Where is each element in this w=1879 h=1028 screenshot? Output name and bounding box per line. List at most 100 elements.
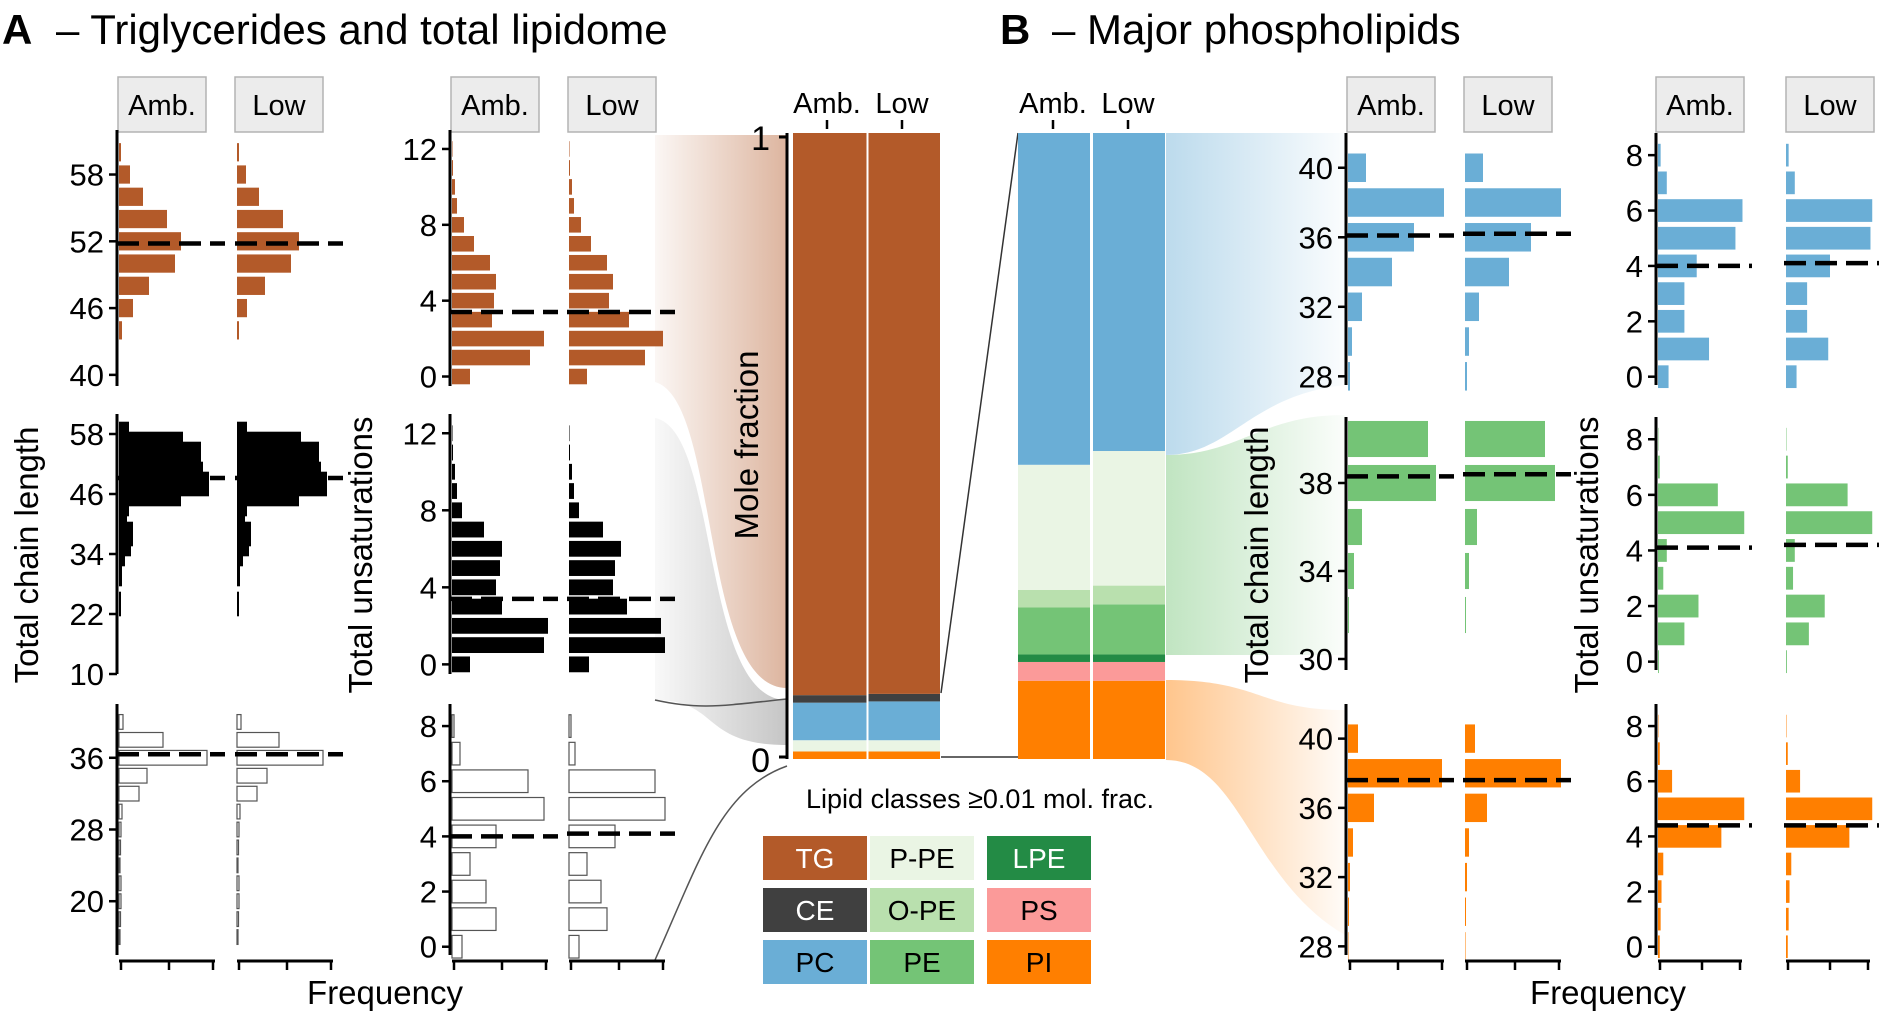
y-tick-label-tg-unsat-4: 4	[420, 284, 437, 319]
bar-ce-unsat-low-8	[568, 714, 572, 738]
y-tick-label-total-length-10: 10	[70, 657, 104, 692]
bar-pe-unsat-amb-2	[1658, 594, 1699, 618]
stack-a-label-amb: Amb.	[793, 88, 861, 120]
bar-pc-length-amb-28	[1348, 362, 1350, 391]
panel-b-title: – Major phospholipids	[1052, 6, 1461, 53]
bar-pc-length-low-40	[1465, 153, 1483, 183]
bar-tg-unsat-low-8	[569, 217, 581, 233]
bar-ce-unsat-low-0	[568, 934, 580, 959]
bar-tg-unsat-low-6	[569, 254, 607, 271]
bar-total-unsat-low-12	[569, 425, 570, 442]
stack-segment-pe-low	[1093, 604, 1165, 655]
bar-total-length-low-30	[237, 561, 240, 587]
bar-pc-unsat-amb-1	[1658, 337, 1710, 361]
bar-ce-unsat-amb-8	[451, 714, 455, 738]
bar-ce-unsat-amb-6	[451, 769, 529, 794]
y-tick-label-pi-unsat-6: 6	[1626, 764, 1643, 799]
panel-a-x-label: Frequency	[307, 974, 463, 1011]
y-tick-label-pc-length-32: 32	[1299, 290, 1333, 325]
bar-pe-unsat-amb-5	[1658, 511, 1745, 535]
ribbon-total	[655, 418, 787, 745]
bar-tg-length-low-60	[237, 143, 239, 162]
bar-pc-unsat-amb-2	[1658, 309, 1685, 333]
bar-pi-length-amb-38	[1348, 759, 1442, 788]
facet-strip-a-length-amb: Amb.	[117, 76, 207, 133]
y-tick-label-pe-unsat-0: 0	[1626, 645, 1643, 680]
bar-tg-length-amb-54	[119, 209, 167, 229]
bar-ce-length-low-22	[236, 875, 240, 892]
bar-tg-unsat-amb-10	[452, 179, 455, 195]
bar-pi-length-amb-28	[1348, 932, 1349, 961]
bar-ce-length-amb-38	[118, 731, 164, 748]
stack-segment-p-pe-low	[1093, 451, 1165, 586]
bar-pi-unsat-amb-3	[1658, 852, 1664, 876]
legend-label-p-pe: P-PE	[889, 843, 954, 874]
bar-total-unsat-amb-0	[452, 656, 470, 673]
y-tick-label-total-length-46: 46	[70, 477, 104, 512]
bar-pi-length-amb-36	[1348, 793, 1374, 823]
y-tick-label-1: 1	[751, 120, 770, 158]
legend-swatch-lpe	[987, 836, 1091, 880]
bar-pc-unsat-low-4	[1786, 254, 1830, 278]
panel-b-letter: B	[1000, 6, 1030, 53]
bar-pe-length-low-36	[1465, 508, 1477, 546]
bar-tg-unsat-low-2	[569, 330, 663, 347]
histogram-pe-length: 30 34 38	[1299, 417, 1571, 677]
bar-ce-unsat-low-2	[568, 879, 602, 904]
bar-pi-unsat-amb-0	[1658, 935, 1660, 959]
bar-pi-unsat-amb-1	[1658, 907, 1661, 931]
histogram-total-unsat: 0 4 8 12	[403, 414, 675, 682]
legend-label-lpe: LPE	[1013, 843, 1066, 874]
bar-tg-length-amb-48	[119, 276, 149, 295]
y-tick-label-ce-length-28: 28	[70, 813, 104, 848]
bar-total-unsat-low-10	[569, 463, 572, 480]
bar-total-unsat-low-8	[569, 502, 579, 519]
bar-total-length-amb-30	[119, 561, 122, 587]
bar-ce-unsat-amb-7	[451, 741, 461, 766]
stack-segment-pi-low	[1093, 680, 1165, 759]
bar-pe-length-amb-36	[1348, 508, 1362, 546]
y-tick-label-0: 0	[751, 742, 770, 780]
bar-total-unsat-low-5	[569, 560, 615, 576]
bar-pe-unsat-low-3	[1786, 566, 1794, 590]
facet-strip-b-length-amb: Amb.	[1346, 76, 1436, 133]
histogram-ce-length: 20 28 36	[70, 704, 343, 970]
bar-total-unsat-low-3	[569, 598, 627, 615]
bar-tg-unsat-amb-4	[452, 292, 494, 309]
bar-tg-length-low-54	[237, 209, 283, 229]
facet-strip-a-length-low: Low	[234, 76, 324, 133]
bar-ce-length-low-20	[236, 893, 240, 910]
bar-tg-unsat-amb-12	[452, 141, 453, 157]
histogram-pc-length: 28 32 36 40	[1299, 133, 1571, 394]
bar-pc-unsat-low-6	[1786, 199, 1873, 222]
bar-ce-unsat-low-5	[568, 796, 666, 821]
legend-swatch-pi	[987, 940, 1091, 984]
mole-fraction-label: Mole fraction	[728, 351, 765, 540]
bar-pi-unsat-low-0	[1786, 935, 1788, 959]
bar-total-unsat-amb-11	[452, 444, 453, 461]
bar-pe-length-low-32	[1465, 596, 1466, 634]
bar-pc-unsat-low-8	[1786, 143, 1789, 167]
bar-total-unsat-amb-3	[452, 598, 502, 615]
bar-tg-unsat-low-11	[569, 160, 570, 176]
bar-pe-unsat-low-7	[1786, 455, 1788, 479]
bar-ce-unsat-low-1	[568, 907, 608, 932]
y-tick-label-pe-unsat-8: 8	[1626, 422, 1643, 457]
bar-pi-length-low-32	[1465, 862, 1467, 892]
y-tick-label-pc-length-36: 36	[1299, 220, 1333, 255]
panel-a-y-label-length: Total chain length	[8, 427, 45, 684]
bar-ce-unsat-low-3	[568, 852, 588, 876]
bar-ce-unsat-low-4	[568, 824, 616, 849]
legend-label-tg: TG	[796, 843, 835, 874]
histogram-pi-unsat: 0 2 4 6 8	[1626, 704, 1879, 970]
bar-tg-unsat-amb-11	[452, 160, 453, 176]
bar-pe-unsat-low-5	[1786, 511, 1873, 535]
bar-ce-length-low-28	[236, 821, 240, 838]
bar-total-length-low-56	[237, 431, 301, 457]
connector-ribbons	[654, 132, 1345, 961]
bar-pe-unsat-amb-0	[1658, 650, 1659, 674]
bar-pc-unsat-low-2	[1786, 309, 1808, 333]
bar-pc-unsat-amb-5	[1658, 226, 1736, 250]
ribbon-pe	[1166, 415, 1345, 655]
facet-strip-b-unsat-low: Low	[1785, 76, 1875, 133]
